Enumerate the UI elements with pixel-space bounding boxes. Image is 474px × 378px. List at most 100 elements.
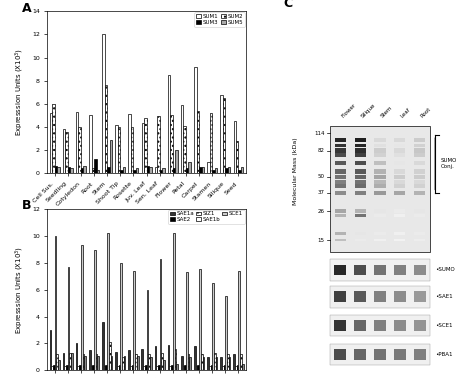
Bar [63, 129, 65, 173]
Bar [394, 320, 406, 331]
Bar [236, 141, 238, 173]
Bar [394, 161, 405, 165]
Bar [186, 272, 188, 370]
Bar [334, 349, 346, 360]
Bar [78, 127, 81, 173]
Bar [96, 354, 98, 370]
Text: Molecular Mass (kDa): Molecular Mass (kDa) [293, 137, 298, 205]
Bar [414, 291, 426, 302]
Bar [89, 115, 91, 173]
Bar [76, 344, 77, 370]
Bar [141, 349, 143, 370]
Bar [83, 166, 86, 173]
Bar [355, 175, 366, 179]
Bar [175, 150, 178, 173]
Bar [216, 357, 218, 370]
Bar [55, 166, 57, 173]
Bar [215, 169, 217, 173]
Text: •SAE1: •SAE1 [435, 294, 453, 299]
Text: Flower: Flower [340, 103, 357, 119]
Bar [91, 169, 94, 173]
Bar [240, 354, 242, 370]
Bar [163, 359, 165, 370]
Bar [238, 271, 240, 370]
Bar [105, 365, 107, 370]
Bar [374, 214, 385, 217]
Bar [394, 144, 405, 147]
Bar [414, 239, 425, 242]
Text: Stem: Stem [380, 105, 394, 119]
Bar [94, 159, 97, 173]
Bar [128, 114, 131, 173]
Bar [142, 123, 144, 173]
Bar [414, 209, 425, 213]
Bar [194, 346, 196, 370]
Bar [120, 170, 123, 173]
Bar [237, 365, 238, 370]
Bar [241, 167, 244, 173]
Bar [374, 138, 385, 142]
Bar [374, 349, 386, 360]
Bar [414, 184, 425, 188]
Bar [330, 286, 430, 308]
Bar [56, 354, 58, 370]
Bar [82, 354, 84, 370]
Bar [168, 75, 170, 173]
Bar [162, 353, 163, 370]
Bar [334, 320, 346, 331]
Bar [58, 359, 60, 370]
Bar [212, 170, 215, 173]
Bar [49, 330, 51, 370]
Bar [355, 144, 366, 147]
Bar [104, 366, 105, 370]
Bar [136, 169, 138, 173]
Bar [130, 366, 132, 370]
Bar [184, 365, 186, 370]
Bar [335, 239, 346, 242]
Bar [235, 366, 237, 370]
Bar [414, 175, 425, 179]
Bar [374, 265, 386, 275]
Bar [160, 259, 162, 370]
Bar [81, 169, 83, 173]
Bar [207, 161, 210, 173]
Bar [128, 350, 130, 370]
Bar [137, 356, 138, 370]
Bar [374, 232, 385, 235]
Bar [207, 357, 209, 370]
Bar [120, 263, 122, 370]
Bar [335, 169, 346, 174]
Bar [354, 291, 366, 302]
Bar [76, 112, 78, 173]
Bar [109, 342, 110, 370]
Bar [117, 366, 118, 370]
Text: •SUMO: •SUMO [435, 267, 455, 273]
Bar [414, 320, 426, 331]
Bar [394, 191, 405, 195]
Bar [190, 357, 191, 370]
Bar [354, 265, 366, 275]
Bar [63, 353, 64, 370]
Bar [196, 366, 197, 370]
Bar [199, 270, 201, 370]
Bar [102, 34, 105, 173]
Bar [394, 153, 405, 157]
Bar [414, 169, 425, 174]
Bar [89, 350, 91, 370]
Bar [91, 366, 92, 370]
Bar [150, 357, 152, 370]
Bar [394, 175, 405, 179]
Bar [355, 161, 366, 165]
Bar [238, 170, 241, 173]
Bar [109, 139, 112, 173]
Bar [102, 322, 104, 370]
Text: 26: 26 [318, 209, 325, 214]
Bar [197, 365, 199, 370]
Text: 82: 82 [318, 148, 325, 153]
Bar [374, 320, 386, 331]
Bar [394, 209, 405, 213]
Bar [335, 149, 346, 153]
Bar [149, 167, 152, 173]
Bar [374, 144, 385, 147]
Bar [214, 353, 216, 370]
